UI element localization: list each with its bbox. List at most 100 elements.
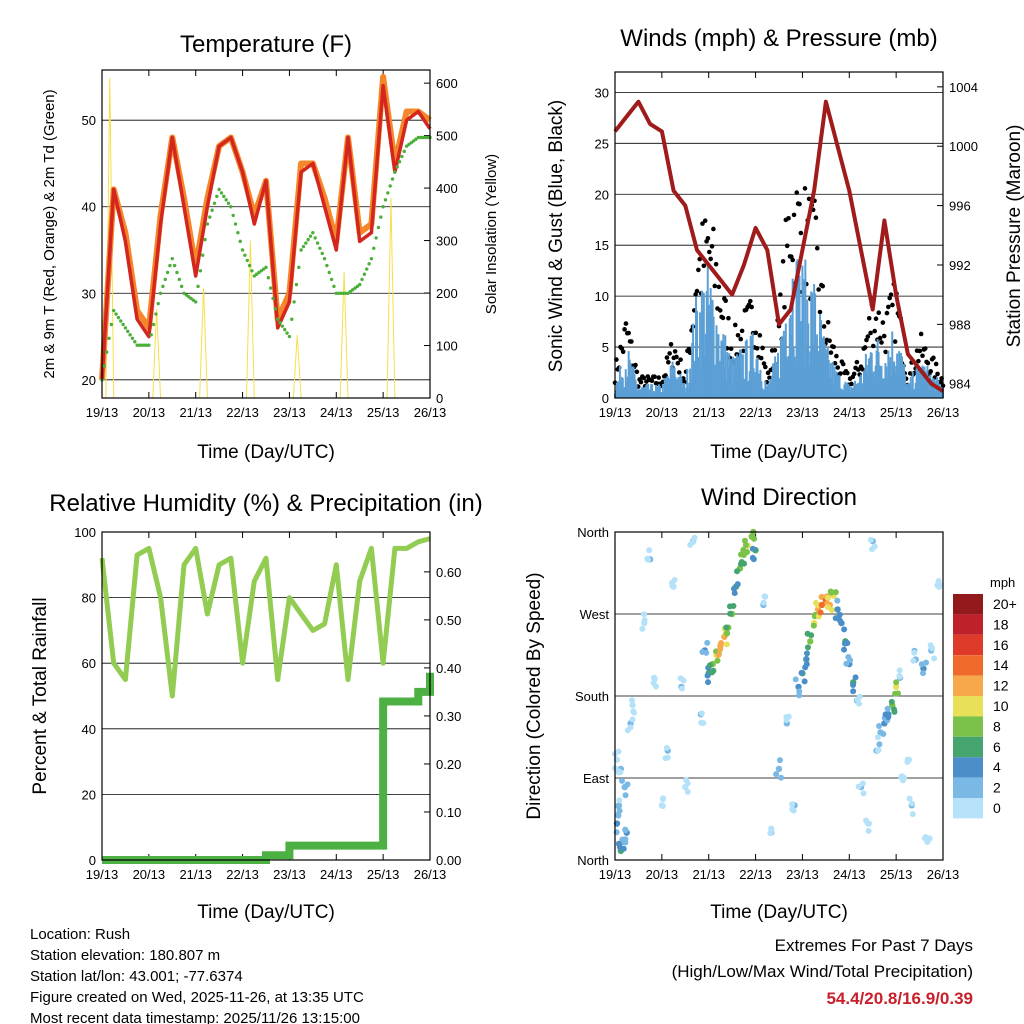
wind-direction-point [818,601,826,609]
gust-point [672,349,678,354]
wind-direction-point [618,777,625,784]
dewpoint-point [250,269,254,273]
gust-point [638,379,644,385]
wind-direction-point [741,560,748,567]
y-tick-label: North [577,525,609,540]
dewpoint-point [332,284,336,289]
gust-point [862,345,868,350]
gust-point [854,359,860,365]
gust-point [864,337,869,343]
gust-point [798,230,804,236]
dewpoint-point [325,263,329,268]
x-tick-label: 23/13 [786,405,819,420]
legend-swatch [953,594,983,615]
x-tick-label: 19/13 [599,867,632,882]
x-tick-label: 20/13 [646,405,679,420]
y-right-tick-label: 0.40 [436,661,461,676]
legend-label: 16 [993,637,1009,653]
gust-point [784,243,790,249]
gust-point [707,249,712,255]
wind-direction-point [852,674,859,681]
wind-direction-point [807,638,814,645]
x-tick-label: 21/13 [179,405,212,420]
wind-direction-point [624,727,631,734]
dewpoint-point [386,191,390,195]
dewpoint-point [283,327,287,332]
wind-direction-point [629,697,636,704]
gust-point [668,342,674,347]
wind-direction-point [677,675,684,682]
x-tick-label: 20/13 [646,867,679,882]
y-tick-label: 40 [82,200,96,215]
dewpoint-point [367,262,371,266]
dewpoint-point [219,191,224,195]
footer-created: Figure created on Wed, 2025-11-26, at 13… [30,989,364,1006]
wind-direction-xlabel: Time (Day/UTC) [710,902,848,923]
gust-point [738,336,744,342]
wind-direction-point [906,795,913,802]
dewpoint-point [140,343,144,347]
dewpoint-point [144,343,149,347]
wind-direction-point [896,673,903,680]
dewpoint-point [397,160,402,164]
dewpoint-point [362,272,367,276]
gust-point [794,190,800,195]
wind-direction-point [867,536,874,543]
winds-xlabel: Time (Day/UTC) [710,442,848,463]
wind-direction-point [704,672,711,679]
legend-swatch [953,757,983,778]
dewpoint-point [350,288,355,292]
legend-label: 8 [993,718,1001,734]
y-right-tick-label: 0.30 [436,709,461,724]
legend-label: 2 [993,780,1001,796]
gust-point [667,351,672,356]
wind-direction-point [929,645,936,652]
dewpoint-point [158,291,163,295]
wind-direction-ylabel: Direction (Colored By Speed) [524,572,545,819]
gust-point [711,226,716,232]
wind-direction-point [874,747,881,754]
dewpoint-point [285,331,289,335]
x-tick-label: 26/13 [927,405,960,420]
dewpoint-point [156,301,160,306]
wind-direction-point [884,705,891,712]
dewpoint-point [259,269,264,273]
wind-direction-point [836,617,843,624]
dewpoint-point [182,291,186,295]
gust-point [778,292,783,297]
gust-point [622,327,627,332]
wind-direction-point [699,649,706,656]
solar-insolation-peak [245,240,255,399]
wind-direction-point [644,555,651,562]
gust-point [832,360,838,366]
dewpoint-point [383,198,388,202]
dewpoint-point [102,364,107,368]
dewpoint-point [353,286,357,290]
gust-point [713,261,719,267]
gust-point [817,309,823,315]
legend-label: 12 [993,678,1009,694]
gust-point [860,366,865,372]
gust-point [813,215,819,221]
plot-frame [614,71,944,399]
dewpoint-point [304,241,308,245]
dewpoint-point [104,350,109,354]
wind-direction-point [801,678,808,685]
legend-swatch [953,655,983,676]
wind-direction-point [841,646,848,653]
dewpoint-point [365,267,369,271]
wind-direction-point [768,825,775,832]
y-tick-label: 20 [595,187,609,202]
gust-point [705,236,711,241]
gust-point [620,349,626,355]
dewpoint-point [360,277,364,282]
gust-point [717,308,723,313]
gust-point [868,330,873,336]
dewpoint-point [339,291,343,295]
dewpoint-point [170,256,174,261]
gust-point [753,330,759,336]
gust-point [664,355,670,360]
dewpoint-point [374,236,378,240]
wind-direction-point [918,661,925,668]
wind-direction-point [622,827,629,834]
